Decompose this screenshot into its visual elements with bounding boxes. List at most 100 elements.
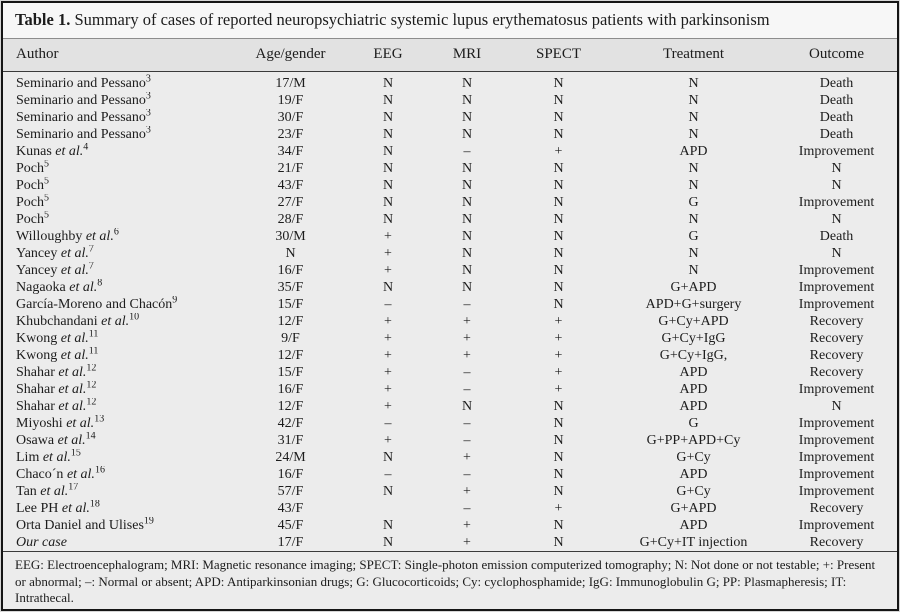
cell-mri: + [463,314,471,329]
column-header-age-gender: Age/gender [233,39,348,72]
cell-spect: N [553,195,564,210]
table-row: Poch5 28/F N N N N N [3,211,897,228]
cell-age-gender: 30/M [275,229,306,244]
cell-eeg: – [384,467,392,482]
cell-spect: + [554,331,563,346]
cell-mri: + [463,348,471,363]
cell-spect: N [553,399,564,414]
table-row: Yancey et al.7 16/F + N N N Improvement [3,262,897,279]
cell-eeg: + [384,263,392,278]
cell-eeg: N [382,93,394,108]
cell-treatment: G+APD [670,501,717,516]
table-row: Poch5 43/F N N N N N [3,177,897,194]
cell-spect: N [553,433,564,448]
table-row: Our case 17/F N + N G+Cy+IT injection Recovery [3,534,897,551]
cell-treatment: N [688,178,699,193]
cell-eeg: N [382,195,394,210]
cell-author: Khubchandani et al.10 [16,313,140,329]
cell-age-gender: 43/F [277,178,304,193]
table-row: Tan et al.17 57/F N + N G+Cy Improvement [3,483,897,500]
cell-spect: N [553,76,564,91]
cell-outcome: Recovery [809,314,864,329]
cell-mri: N [461,212,473,227]
cell-author: Shahar et al.12 [16,398,97,414]
cell-author: Poch5 [16,194,49,210]
cell-spect: N [553,229,564,244]
table-row: Nagaoka et al.8 35/F N N N G+APD Improvement [3,279,897,296]
cell-age-gender: 27/F [277,195,304,210]
cell-eeg: + [384,348,392,363]
cell-eeg: + [384,314,392,329]
table-row: Osawa et al.14 31/F + – N G+PP+APD+Cy Improvem… [3,432,897,449]
column-header-spect: SPECT [506,39,611,72]
cell-mri: – [463,365,471,380]
cell-spect: + [554,348,563,363]
cell-age-gender: 16/F [277,467,304,482]
cell-outcome: N [831,212,842,227]
table-row: Kunas et al.4 34/F N – + APD Improvement [3,143,897,160]
cell-outcome: Improvement [798,518,875,533]
cell-author: Seminario and Pessano3 [16,109,151,125]
cell-mri: – [463,501,471,516]
table-row: Seminario and Pessano3 17/M N N N N Death [3,72,897,93]
cell-mri: + [463,450,471,465]
table-title: Table 1. Summary of cases of reported ne… [3,3,897,39]
cell-outcome: Recovery [809,365,864,380]
cell-spect: + [554,365,563,380]
cell-age-gender: 12/F [277,314,304,329]
cell-author: Nagaoka et al.8 [16,279,103,295]
cell-age-gender: 16/F [277,382,304,397]
column-header-outcome: Outcome [776,39,897,72]
cell-eeg: N [382,518,394,533]
cell-age-gender: 21/F [277,161,304,176]
cell-treatment: G+Cy+APD [658,314,729,329]
cell-author: Kunas et al.4 [16,143,89,159]
cell-eeg: N [382,178,394,193]
cell-outcome: Improvement [798,144,875,159]
cell-author: Orta Daniel and Ulises19 [16,517,154,533]
table-title-label: Table 1. [15,10,71,29]
cell-eeg: + [384,246,392,261]
cell-spect: N [553,535,564,550]
cell-mri: – [463,382,471,397]
cell-treatment: G [688,195,699,210]
table-row: Chaco´n et al.16 16/F – – N APD Improvement [3,466,897,483]
cell-eeg: N [382,110,394,125]
cell-age-gender: 34/F [277,144,304,159]
cell-treatment: N [688,93,699,108]
cell-eeg: N [382,161,394,176]
cell-treatment: G+Cy [676,484,711,499]
cell-age-gender: 16/F [277,263,304,278]
cell-mri: N [461,229,473,244]
cell-age-gender: 15/F [277,297,304,312]
cell-treatment: APD+G+surgery [645,297,742,312]
cell-treatment: G+Cy [676,450,711,465]
cell-age-gender: 35/F [277,280,304,295]
cell-outcome: Improvement [798,467,875,482]
cell-spect: N [553,263,564,278]
cell-author: Chaco´n et al.16 [16,466,105,482]
cell-outcome: Improvement [798,195,875,210]
cell-treatment: N [688,212,699,227]
cell-mri: N [461,263,473,278]
cell-age-gender: 43/F [277,501,304,516]
cell-treatment: APD [679,399,708,414]
cell-treatment: N [688,161,699,176]
cell-age-gender: 17/F [277,535,304,550]
cell-author: García-Moreno and Chacón9 [16,296,178,312]
cell-mri: – [463,467,471,482]
cell-spect: N [553,280,564,295]
cell-spect: + [554,314,563,329]
cell-age-gender: 12/F [277,348,304,363]
table-footnote: EEG: Electroencephalogram; MRI: Magnetic… [3,551,897,609]
cell-age-gender: 19/F [277,93,304,108]
cell-spect: N [553,297,564,312]
cell-outcome: Death [819,93,854,108]
cell-mri: + [463,331,471,346]
cell-eeg: N [382,212,394,227]
cell-age-gender: 42/F [277,416,304,431]
cell-outcome: Recovery [809,535,864,550]
table-row: Poch5 27/F N N N G Improvement [3,194,897,211]
cell-outcome: Improvement [798,382,875,397]
cell-spect: N [553,450,564,465]
